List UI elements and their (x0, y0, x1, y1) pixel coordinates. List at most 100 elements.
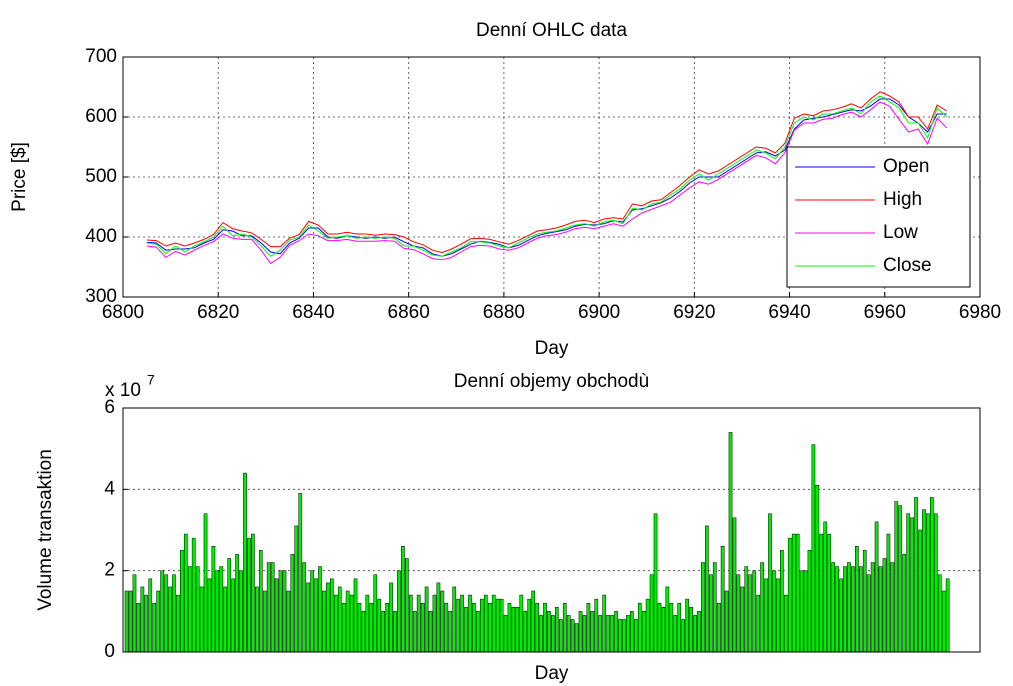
bar (866, 574, 871, 653)
bar (673, 615, 678, 653)
bar (748, 574, 753, 653)
bar (314, 578, 318, 653)
bar (428, 611, 433, 653)
bar (831, 562, 835, 653)
bar (791, 533, 796, 653)
bar (282, 570, 287, 653)
bar (598, 615, 603, 653)
bar (515, 607, 520, 653)
bar (365, 594, 370, 653)
bar (685, 598, 689, 653)
bar (168, 586, 172, 653)
bar (807, 550, 812, 653)
axes-frame (122, 56, 981, 298)
bar (290, 554, 295, 653)
bar (693, 615, 697, 653)
bar (337, 586, 342, 653)
bar (945, 578, 950, 653)
bar (405, 558, 409, 653)
x-tick-label: 6980 (959, 302, 1001, 323)
bar (772, 570, 776, 653)
bar (701, 562, 705, 653)
bar (491, 594, 496, 653)
bar (460, 594, 464, 653)
bar (436, 582, 441, 653)
bar (681, 619, 685, 653)
scale-label: x 10 (105, 380, 141, 401)
bar (349, 594, 354, 653)
bar (780, 550, 784, 653)
bar (570, 619, 575, 653)
y-tick-label: 500 (85, 166, 117, 187)
bar (519, 594, 524, 653)
y-tick-label: 4 (104, 478, 115, 499)
bar (783, 594, 788, 653)
bar (855, 546, 859, 653)
price-line (146, 95, 948, 257)
bar (689, 607, 693, 653)
bar (578, 611, 583, 653)
bar (890, 562, 895, 653)
bar (543, 602, 547, 653)
bar (803, 570, 808, 653)
bar (199, 586, 204, 653)
bar (933, 513, 938, 653)
bar (333, 594, 338, 653)
bar (906, 513, 910, 653)
bar (736, 574, 741, 653)
bar (835, 566, 839, 653)
bar (590, 611, 595, 653)
x-tick-label: 6840 (292, 302, 334, 323)
scale-exponent: 7 (147, 372, 155, 388)
bar (535, 602, 539, 653)
bar (582, 615, 587, 653)
bar (274, 578, 279, 653)
bar (610, 615, 614, 653)
bar (614, 611, 618, 653)
bar (551, 615, 555, 653)
bar (148, 578, 153, 653)
bar (669, 602, 674, 653)
legend-box (786, 146, 971, 288)
bar (420, 602, 425, 653)
bar (641, 611, 646, 653)
bar (432, 594, 437, 653)
bar (558, 619, 563, 653)
legend-label: Open (883, 156, 929, 177)
bar (705, 525, 709, 653)
bar (665, 586, 670, 653)
bar (444, 602, 449, 653)
bar (799, 570, 804, 653)
bar (756, 594, 760, 653)
bar (187, 566, 192, 653)
x-tick-label: 6900 (578, 302, 620, 323)
bar (566, 615, 571, 653)
bar (645, 598, 650, 653)
bar (239, 570, 243, 653)
bar (258, 550, 263, 653)
bar (539, 615, 543, 653)
bar (902, 554, 907, 653)
x-tick-label: 6860 (388, 302, 430, 323)
y-tick-label: 2 (104, 560, 115, 581)
legend-label: Low (883, 222, 918, 243)
bar (306, 582, 310, 653)
bar (606, 615, 610, 653)
bar (191, 537, 196, 653)
bar (633, 619, 638, 653)
bar (886, 533, 891, 653)
bar (243, 472, 247, 653)
bar (401, 546, 405, 653)
bar (132, 574, 137, 653)
bar (270, 562, 275, 653)
bar (930, 497, 934, 653)
bar (941, 590, 946, 653)
bar (697, 611, 701, 653)
bar (503, 615, 508, 653)
bar (926, 513, 930, 653)
bar (918, 529, 922, 653)
bar (326, 582, 330, 653)
bar (448, 611, 453, 653)
bar (847, 562, 851, 653)
